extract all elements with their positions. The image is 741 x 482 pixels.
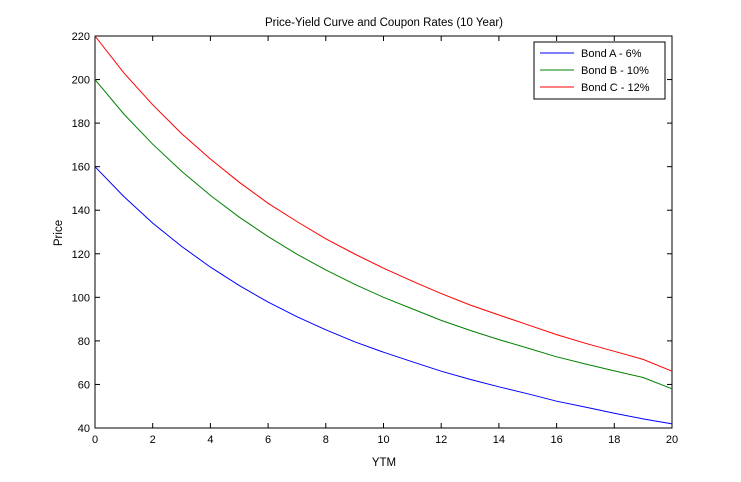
chart-title: Price-Yield Curve and Coupon Rates (10 Y…: [265, 17, 503, 29]
x-tick-label: 12: [435, 434, 447, 446]
x-tick-label: 18: [608, 434, 620, 446]
y-tick-label: 180: [72, 118, 90, 130]
series-line-2: [94, 79, 673, 390]
series-line-3: [94, 35, 673, 372]
x-tick-label: 10: [377, 434, 389, 446]
y-tick-label: 200: [72, 75, 90, 87]
x-tick-label: 16: [550, 434, 562, 446]
y-tick-label: 60: [78, 379, 90, 391]
x-tick-label: 20: [666, 434, 678, 446]
x-tick-label: 14: [493, 434, 505, 446]
legend-label-1: Bond A - 6%: [581, 48, 642, 60]
y-tick-label: 120: [72, 249, 90, 261]
legend-label-3: Bond C - 12%: [581, 82, 650, 94]
x-tick-label: 6: [265, 434, 271, 446]
x-tick-label: 0: [92, 434, 98, 446]
y-tick-label: 80: [78, 336, 90, 348]
plot-frame: [94, 35, 673, 429]
y-tick-label: 160: [72, 162, 90, 174]
x-tick-label: 8: [323, 434, 329, 446]
y-axis-label: Price: [53, 220, 65, 246]
y-tick-label: 140: [72, 205, 90, 217]
x-tick-label: 4: [207, 434, 213, 446]
y-tick-label: 100: [72, 292, 90, 304]
y-tick-label: 40: [78, 423, 90, 435]
x-tick-label: 2: [150, 434, 156, 446]
y-tick-label: 220: [72, 31, 90, 43]
x-axis-label: YTM: [372, 457, 396, 469]
legend-label-2: Bond B - 10%: [581, 65, 649, 77]
series-line-1: [94, 166, 673, 425]
